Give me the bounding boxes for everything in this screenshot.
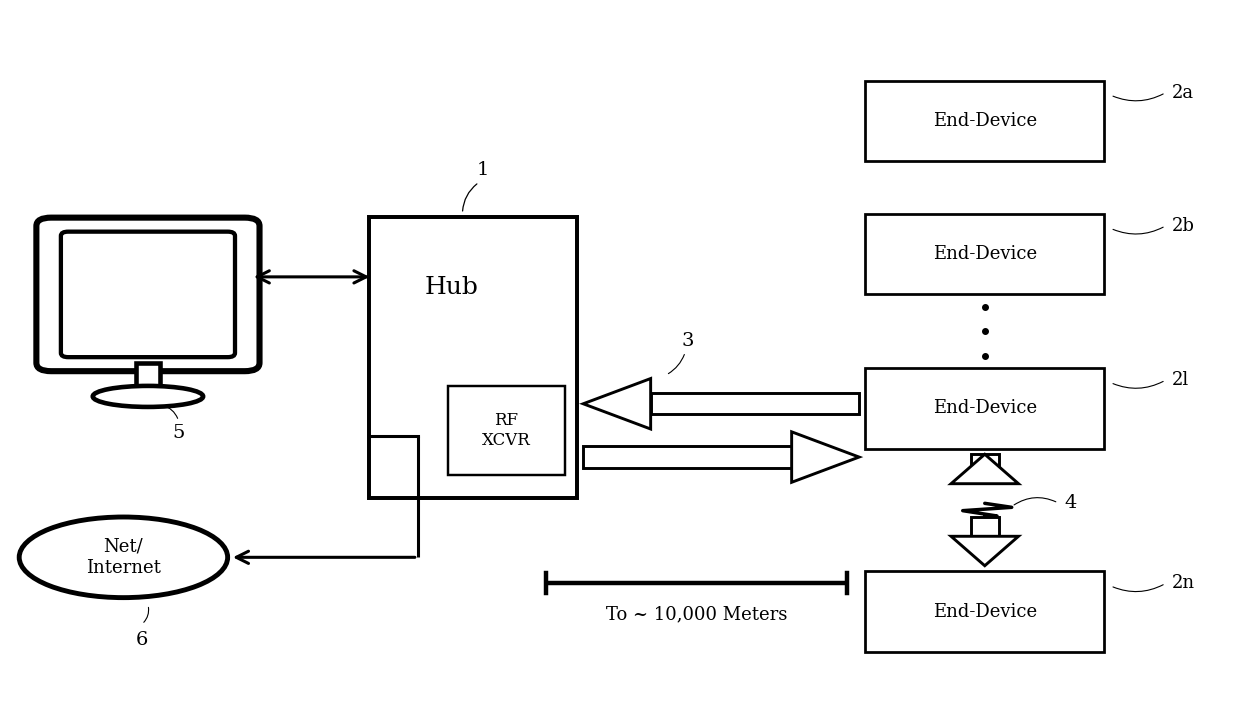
FancyBboxPatch shape [61, 232, 236, 358]
Text: RF
XCVR: RF XCVR [482, 412, 531, 449]
Polygon shape [951, 536, 1018, 566]
Polygon shape [951, 454, 1018, 484]
Text: 5: 5 [172, 425, 185, 443]
Bar [135, 363, 160, 390]
Polygon shape [791, 432, 859, 483]
Text: 4: 4 [1064, 494, 1076, 512]
Text: End-Device: End-Device [932, 603, 1037, 621]
Text: 2n: 2n [1172, 574, 1195, 593]
Bar [866, 81, 1105, 161]
Bar [448, 385, 564, 475]
Bar [971, 517, 999, 536]
Text: 3: 3 [682, 332, 694, 350]
Bar [971, 454, 999, 474]
Ellipse shape [93, 386, 203, 407]
Text: 6: 6 [135, 631, 148, 649]
Text: Net/
Internet: Net/ Internet [86, 538, 161, 577]
Bar [368, 217, 577, 498]
Text: 2b: 2b [1172, 217, 1194, 235]
Text: 2l: 2l [1172, 371, 1189, 389]
Text: 1: 1 [477, 161, 490, 179]
Text: End-Device: End-Device [932, 112, 1037, 130]
Bar [866, 214, 1105, 295]
Bar [866, 368, 1105, 448]
Polygon shape [583, 378, 651, 429]
Bar [866, 571, 1105, 652]
Bar [651, 393, 859, 415]
Text: End-Device: End-Device [932, 400, 1037, 418]
Ellipse shape [19, 517, 228, 598]
Text: To ~ 10,000 Meters: To ~ 10,000 Meters [606, 606, 787, 623]
Text: Hub: Hub [425, 276, 479, 299]
Bar [583, 446, 791, 468]
Text: 2a: 2a [1172, 84, 1194, 102]
FancyBboxPatch shape [36, 217, 259, 371]
Text: End-Device: End-Device [932, 245, 1037, 263]
